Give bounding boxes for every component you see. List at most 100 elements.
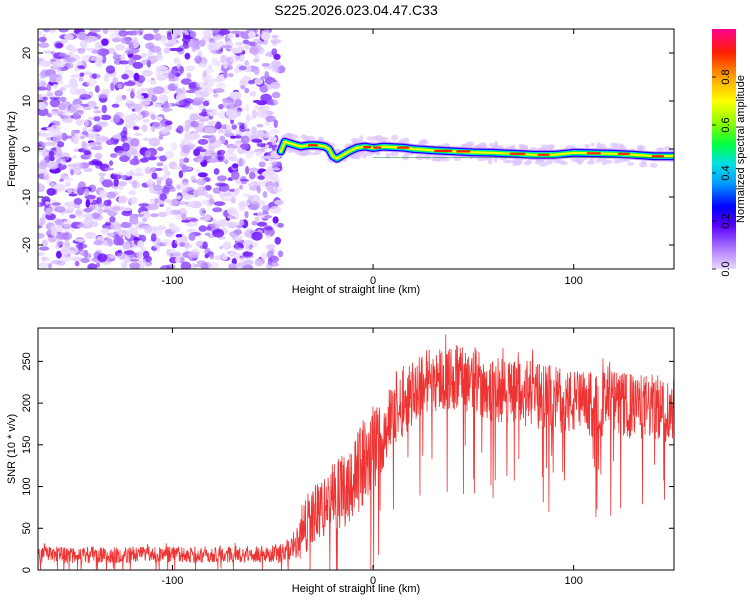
noise-blob xyxy=(163,47,171,54)
noise-blob xyxy=(183,157,190,163)
noise-blob xyxy=(244,210,249,219)
colorbar-gradient xyxy=(712,29,736,269)
noise-blob xyxy=(266,185,274,192)
noise-blob xyxy=(101,179,113,188)
noise-blob xyxy=(146,60,152,68)
noise-blob xyxy=(46,91,54,97)
snr-x-label: Height of straight line (km) xyxy=(292,583,420,595)
noise-blob xyxy=(77,48,86,54)
noise-blob xyxy=(189,134,196,141)
noise-blob xyxy=(262,190,268,199)
noise-blob xyxy=(179,65,184,74)
noise-blob xyxy=(102,209,111,213)
noise-blob xyxy=(254,216,260,221)
noise-blob xyxy=(110,153,118,158)
noise-blob xyxy=(80,135,85,140)
noise-blob xyxy=(233,252,241,259)
signal-band xyxy=(279,140,674,160)
noise-blob xyxy=(50,58,57,63)
spectrogram-y-ticks: -20 -10 0 10 20 xyxy=(21,47,674,253)
noise-blob xyxy=(212,207,223,213)
noise-blob xyxy=(179,242,185,247)
noise-blob xyxy=(38,232,45,239)
noise-blob xyxy=(119,155,130,162)
noise-blob xyxy=(154,72,161,76)
noise-blob xyxy=(230,30,242,34)
noise-blob xyxy=(91,55,104,62)
y-tick-label: 10 xyxy=(21,95,33,107)
noise-blob xyxy=(77,181,86,189)
noise-blob xyxy=(153,33,162,41)
noise-blob xyxy=(181,213,187,221)
noise-blob xyxy=(143,261,152,267)
noise-blob xyxy=(237,122,243,126)
snr-x-ticks: -100 0 100 xyxy=(161,328,583,587)
noise-blob xyxy=(121,142,130,152)
noise-blob xyxy=(209,254,215,260)
noise-blob xyxy=(258,161,266,168)
noise-blob xyxy=(238,200,251,207)
noise-blob xyxy=(256,109,267,117)
noise-blob xyxy=(185,65,196,72)
noise-blob xyxy=(269,136,278,142)
noise-blob xyxy=(238,65,247,71)
noise-blob xyxy=(253,78,264,85)
noise-blob xyxy=(137,240,144,249)
signal-halo xyxy=(597,158,604,161)
noise-blob xyxy=(202,241,208,249)
noise-blob xyxy=(256,46,265,55)
signal-halo xyxy=(476,157,486,162)
noise-blob xyxy=(273,199,284,206)
noise-blob xyxy=(193,96,205,102)
noise-blob xyxy=(118,30,128,37)
noise-blob xyxy=(204,232,211,236)
noise-blob xyxy=(42,96,48,101)
noise-blob xyxy=(142,218,148,222)
noise-blob xyxy=(132,29,138,36)
noise-blob xyxy=(121,261,128,269)
noise-blob xyxy=(152,29,159,34)
noise-blob xyxy=(203,86,214,95)
noise-blob xyxy=(216,82,226,90)
noise-blob xyxy=(80,257,90,264)
noise-blob xyxy=(38,93,43,100)
noise-blob xyxy=(134,213,145,217)
noise-blob xyxy=(67,62,74,69)
signal-halo xyxy=(586,160,596,165)
noise-blob xyxy=(163,164,168,174)
noise-blob xyxy=(68,51,74,56)
noise-blob xyxy=(64,242,71,249)
noise-blob xyxy=(120,54,126,61)
noise-blob xyxy=(151,172,158,180)
noise-blob xyxy=(71,256,83,262)
noise-blob xyxy=(144,166,152,174)
noise-blob xyxy=(118,60,130,65)
noise-blob xyxy=(59,96,67,103)
noise-blob xyxy=(261,62,271,67)
noise-blob xyxy=(227,65,233,70)
noise-blob xyxy=(82,106,92,111)
noise-blob xyxy=(51,202,61,206)
noise-blob xyxy=(124,64,129,73)
noise-blob xyxy=(249,91,257,97)
noise-blob xyxy=(244,87,250,94)
noise-blob xyxy=(98,44,104,49)
noise-blob xyxy=(97,253,108,262)
noise-blob xyxy=(57,141,65,148)
noise-blob xyxy=(134,106,142,113)
noise-blob xyxy=(272,41,278,47)
noise-blob xyxy=(267,65,279,70)
noise-blob xyxy=(49,98,61,108)
noise-blob xyxy=(69,214,76,219)
noise-blob xyxy=(62,219,72,229)
noise-blob xyxy=(67,247,79,255)
noise-blob xyxy=(139,157,149,163)
noise-blob xyxy=(227,73,234,78)
noise-blob xyxy=(50,224,63,233)
noise-blob xyxy=(178,170,184,179)
noise-blob xyxy=(244,121,249,130)
noise-blob xyxy=(209,42,219,47)
signal-halo xyxy=(640,160,647,165)
noise-blob xyxy=(223,70,228,79)
y-tick-label: 250 xyxy=(21,352,33,370)
